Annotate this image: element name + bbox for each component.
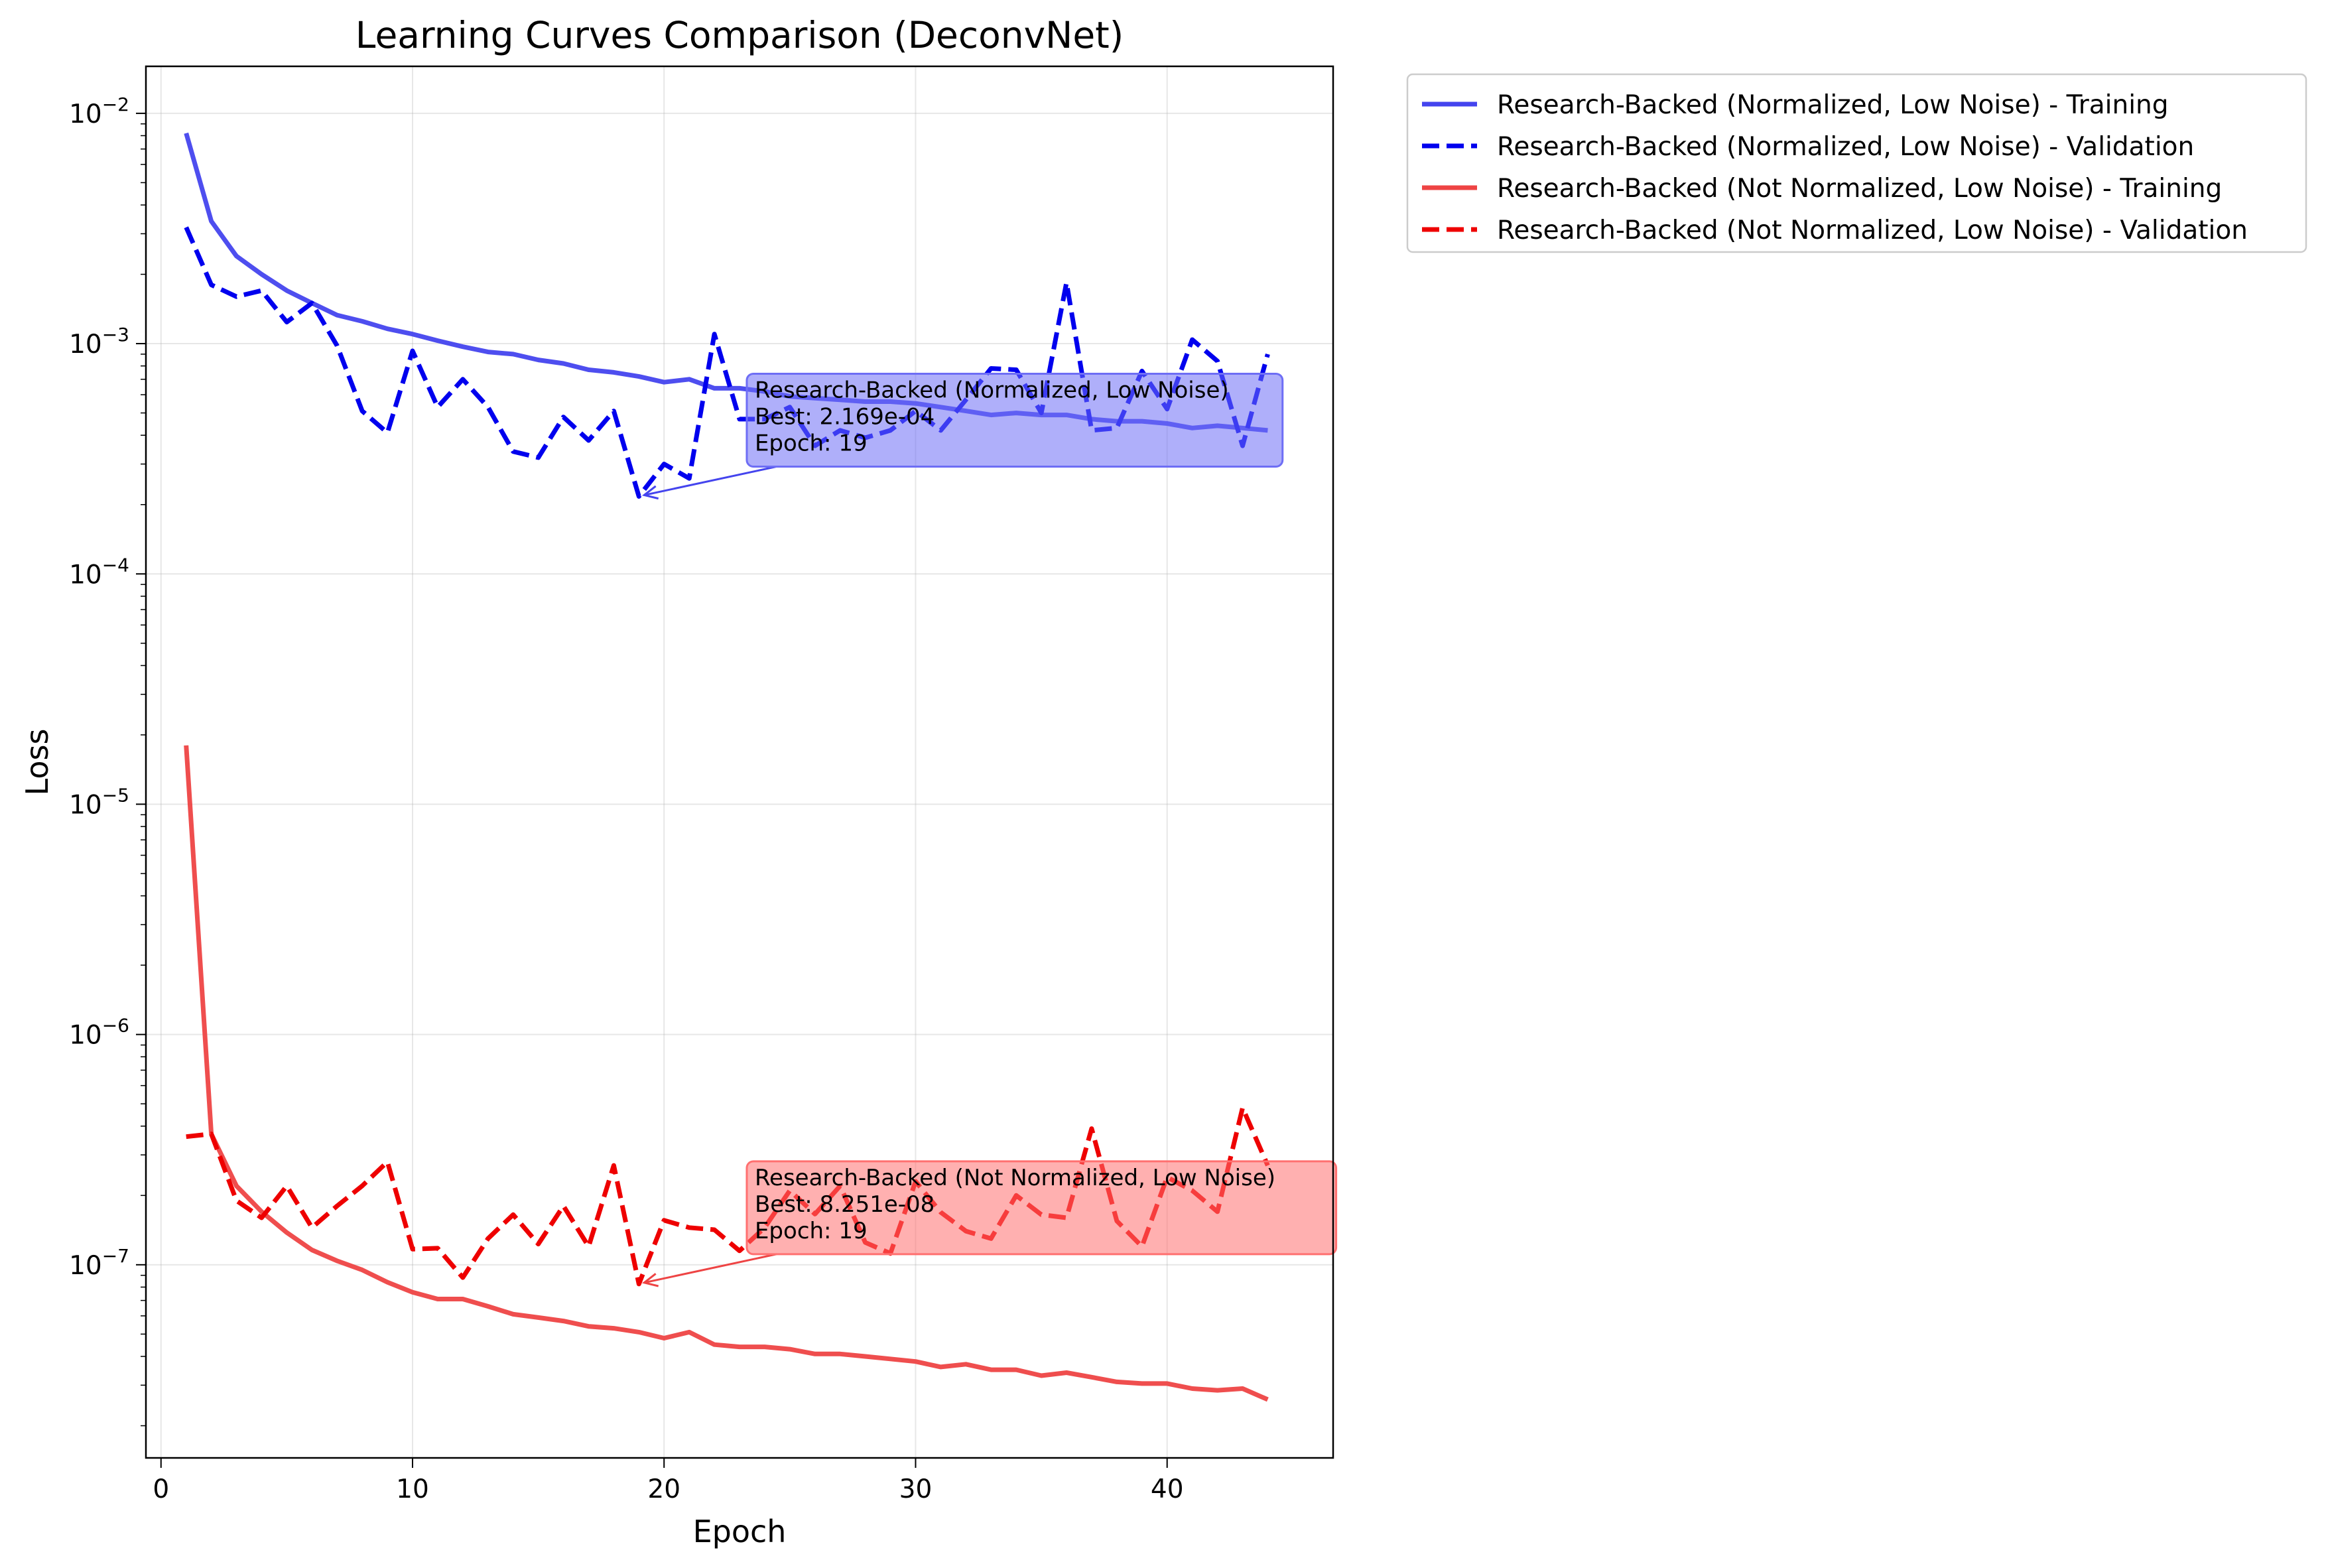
- y-axis-title: Loss: [19, 729, 55, 796]
- grid: [146, 66, 1333, 1458]
- annotation-1: Research-Backed (Normalized, Low Noise)B…: [641, 372, 1284, 500]
- legend-label-1: Research-Backed (Normalized, Low Noise) …: [1497, 90, 2169, 120]
- annotation-box: [745, 1160, 1338, 1256]
- annotation-text: Epoch: 19: [755, 430, 868, 456]
- x-tick-label: 30: [899, 1474, 933, 1504]
- y-tick-label: 10−4: [69, 554, 129, 590]
- annotation-text: Research-Backed (Not Normalized, Low Noi…: [755, 1165, 1275, 1191]
- annotation-arrowhead: [641, 1273, 659, 1287]
- annotation-arrow: [643, 1253, 777, 1284]
- annotation-arrow: [643, 465, 777, 496]
- annotations: Research-Backed (Normalized, Low Noise)B…: [641, 372, 1338, 1287]
- chart-title: Learning Curves Comparison (DeconvNet): [355, 14, 1124, 56]
- legend-label-4: Research-Backed (Not Normalized, Low Noi…: [1497, 216, 2248, 245]
- annotation-box: [745, 372, 1284, 468]
- annotation-text: Best: 8.251e-08: [755, 1191, 935, 1218]
- y-tick-label: 10−2: [69, 94, 129, 129]
- x-tick-label: 10: [396, 1474, 429, 1504]
- annotation-arrowhead: [641, 485, 659, 500]
- series-line-3: [184, 745, 1269, 1402]
- y-tick-label: 10−6: [69, 1015, 129, 1051]
- legend-label-2: Research-Backed (Normalized, Low Noise) …: [1497, 132, 2194, 162]
- series-line-2: [184, 226, 1270, 499]
- x-tick-label: 40: [1151, 1474, 1184, 1504]
- y-tick-label: 10−3: [69, 324, 129, 359]
- y-tick-label: 10−5: [69, 784, 129, 820]
- x-tick-label: 20: [647, 1474, 680, 1504]
- x-axis-title: Epoch: [693, 1514, 787, 1549]
- annotation-text: Research-Backed (Normalized, Low Noise): [755, 377, 1229, 403]
- legend-label-3: Research-Backed (Not Normalized, Low Noi…: [1497, 174, 2222, 204]
- legend: Research-Backed (Normalized, Low Noise) …: [1406, 73, 2307, 253]
- annotation-2: Research-Backed (Not Normalized, Low Noi…: [641, 1160, 1338, 1287]
- plot-frame: [145, 65, 1334, 1459]
- annotation-text: Best: 2.169e-04: [755, 403, 935, 430]
- y-tick-label: 10−7: [69, 1245, 129, 1281]
- annotation-text: Epoch: 19: [755, 1218, 868, 1244]
- axis-ticks: 0 10 20 30 40 10−7 10−6 10−5 10−4 10−3 10−2: [69, 94, 1183, 1504]
- legend-box: [1406, 73, 2307, 253]
- x-tick-label: 0: [153, 1474, 169, 1504]
